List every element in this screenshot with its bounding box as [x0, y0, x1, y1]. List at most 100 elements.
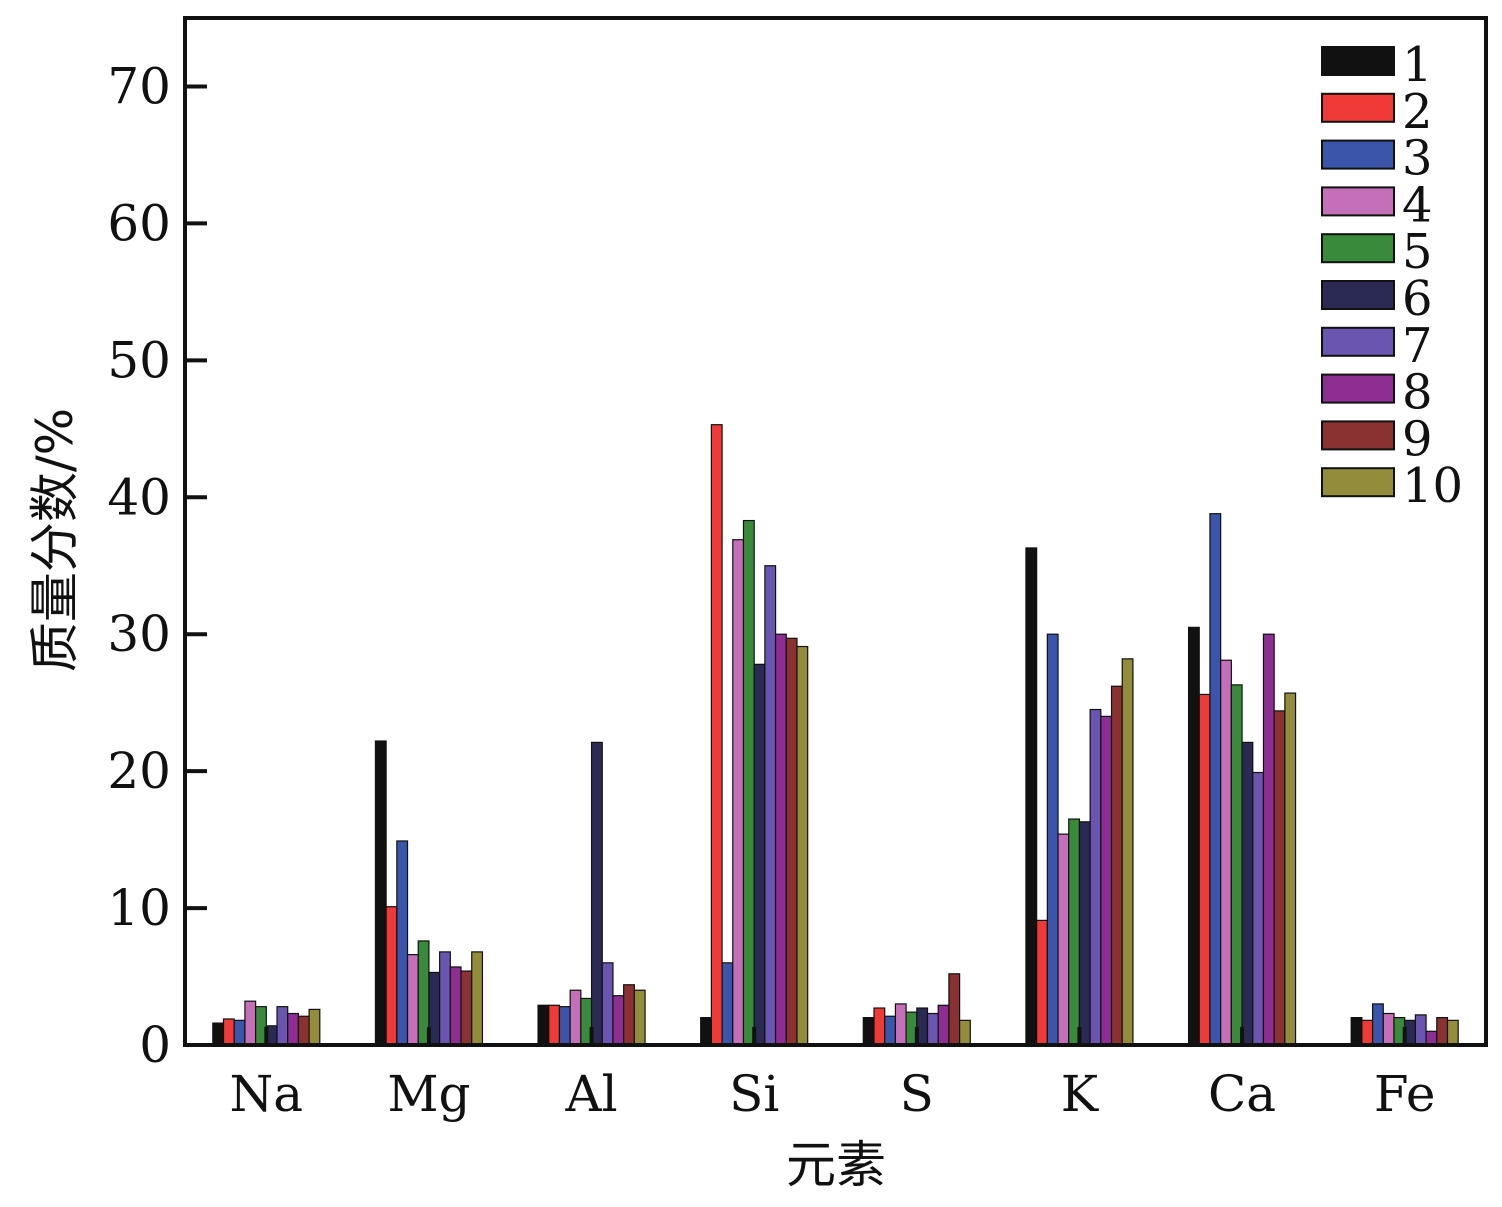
legend-swatch — [1321, 233, 1395, 264]
bar-K-1 — [1025, 547, 1038, 1046]
x-tick-label: K — [1061, 1065, 1100, 1123]
bar-S-2 — [873, 1007, 886, 1046]
bar-Ca-4 — [1220, 659, 1232, 1046]
bar-Si-7 — [764, 565, 777, 1046]
bar-Ca-1 — [1187, 626, 1200, 1046]
bar-Mg-10 — [471, 951, 484, 1046]
legend-label: 6 — [1402, 271, 1433, 327]
y-tick-label: 40 — [107, 468, 171, 526]
legend-swatch — [1321, 92, 1395, 123]
y-tick-label: 50 — [107, 331, 171, 389]
bar-Al-8 — [612, 995, 625, 1046]
bar-Si-4 — [732, 539, 745, 1046]
legend-swatch — [1321, 46, 1395, 76]
bar-Mg-7 — [439, 951, 451, 1046]
bar-K-9 — [1110, 685, 1123, 1046]
x-tick-label: Si — [729, 1065, 779, 1123]
legend-swatch — [1321, 467, 1395, 498]
bar-K-6 — [1078, 821, 1091, 1046]
bar-Mg-3 — [396, 840, 409, 1046]
y-axis-title: 质量分数/% — [26, 408, 84, 672]
bar-K-5 — [1068, 818, 1081, 1046]
bar-Si-3 — [721, 962, 734, 1046]
bar-K-2 — [1036, 919, 1048, 1046]
bar-Mg-4 — [406, 954, 419, 1046]
bar-Al-2 — [548, 1004, 561, 1046]
bar-Mg-8 — [449, 966, 462, 1046]
bar-Fe-3 — [1371, 1003, 1384, 1046]
y-tick-label: 0 — [139, 1016, 171, 1074]
bar-S-10 — [959, 1019, 971, 1046]
bar-S-8 — [937, 1004, 950, 1046]
y-tick-label: 30 — [107, 605, 171, 663]
bar-Al-7 — [601, 962, 614, 1046]
bar-K-3 — [1046, 633, 1059, 1046]
y-tick-label: 10 — [107, 879, 171, 937]
bar-Al-3 — [558, 1006, 571, 1046]
bar-Ca-10 — [1284, 692, 1297, 1046]
bar-Si-5 — [742, 519, 755, 1046]
bar-Fe-9 — [1436, 1017, 1449, 1046]
bar-Ca-6 — [1241, 741, 1254, 1046]
bar-K-10 — [1121, 658, 1134, 1046]
x-axis-title: 元素 — [786, 1136, 886, 1194]
bar-Mg-2 — [385, 906, 398, 1046]
x-tick-label: S — [900, 1065, 934, 1123]
bar-Na-8 — [287, 1012, 300, 1046]
bar-Fe-10 — [1446, 1019, 1459, 1046]
y-tick-label: 70 — [107, 57, 171, 115]
bar-Al-4 — [569, 989, 582, 1046]
legend-label: 10 — [1402, 458, 1463, 514]
bar-Na-1 — [212, 1022, 225, 1046]
legend-label: 3 — [1402, 131, 1433, 187]
bar-Ca-2 — [1198, 693, 1211, 1046]
legend-swatch — [1321, 139, 1395, 170]
bar-Na-7 — [276, 1006, 289, 1046]
legend-label: 2 — [1402, 84, 1433, 140]
legend-label: 8 — [1402, 365, 1433, 421]
bar-S-3 — [884, 1015, 897, 1046]
bar-S-7 — [926, 1012, 939, 1046]
legend-swatch — [1321, 420, 1395, 451]
x-tick-label: Fe — [1374, 1065, 1436, 1123]
bar-S-1 — [862, 1017, 875, 1046]
x-tick-label: Ca — [1208, 1065, 1276, 1123]
bar-Al-10 — [633, 989, 646, 1046]
bar-Ca-5 — [1230, 684, 1243, 1046]
bar-Fe-8 — [1425, 1030, 1438, 1046]
bar-Mg-9 — [460, 970, 473, 1046]
bar-Ca-9 — [1273, 710, 1286, 1046]
x-tick-label: Na — [230, 1065, 304, 1123]
bar-Na-2 — [222, 1018, 235, 1046]
bar-Al-9 — [623, 984, 635, 1046]
bar-Ca-8 — [1262, 633, 1275, 1046]
bar-Si-1 — [700, 1017, 712, 1046]
x-tick-label: Mg — [387, 1065, 470, 1123]
legend-swatch — [1321, 186, 1395, 217]
bar-Fe-1 — [1350, 1017, 1363, 1046]
legend-label: 5 — [1402, 224, 1433, 280]
bar-Si-10 — [796, 645, 809, 1046]
bar-Mg-1 — [374, 740, 387, 1046]
legend-swatch — [1321, 326, 1395, 357]
bar-Al-1 — [537, 1004, 550, 1046]
legend-label: 9 — [1402, 411, 1433, 467]
bar-K-4 — [1057, 833, 1070, 1046]
bar-Fe-4 — [1382, 1012, 1395, 1046]
bar-Ca-3 — [1209, 513, 1222, 1046]
bar-Si-8 — [774, 633, 787, 1046]
bar-Fe-2 — [1361, 1019, 1374, 1046]
y-tick-label: 60 — [107, 194, 171, 252]
bar-Na-10 — [308, 1008, 321, 1046]
legend-label: 1 — [1402, 37, 1433, 93]
bar-S-9 — [948, 973, 961, 1046]
legend-label: 7 — [1402, 318, 1433, 374]
bar-Na-4 — [244, 1000, 257, 1046]
bar-S-4 — [894, 1003, 907, 1046]
bar-Si-9 — [785, 637, 798, 1046]
legend-swatch — [1321, 373, 1395, 404]
plot-frame — [183, 16, 1488, 1047]
legend-label: 4 — [1402, 177, 1433, 233]
